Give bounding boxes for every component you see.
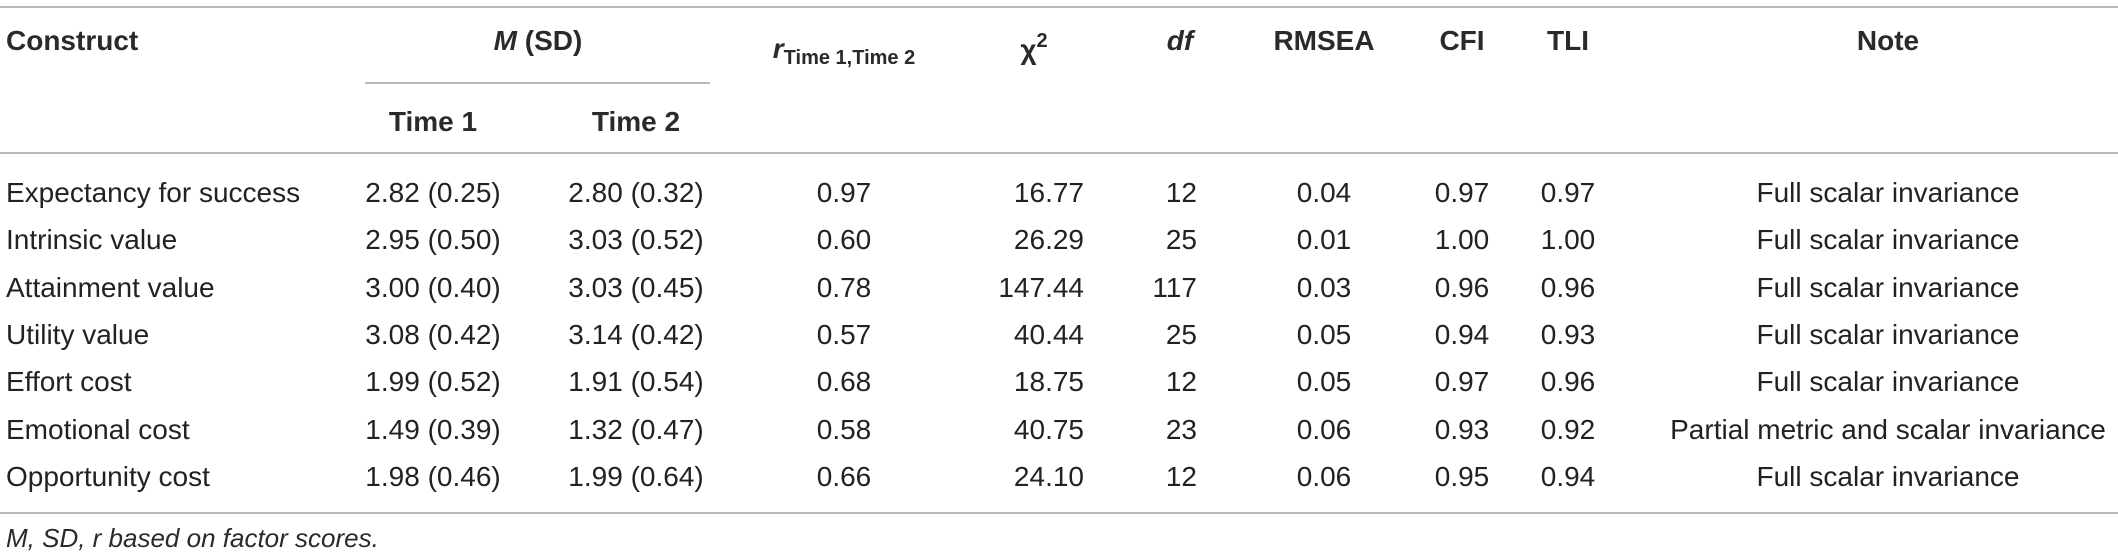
header-chi-sup: 2 [1036,30,1048,52]
cell-t1: 1.99 (0.52) [365,366,501,397]
cell-r: 0.97 [816,177,872,208]
cell-df: 25 [1165,319,1197,350]
header-tli: TLI [1547,25,1589,56]
cell-rmsea: 0.03 [1296,272,1352,303]
cell-t2: 3.14 (0.42) [568,319,704,350]
msd-rule [365,82,710,84]
cell-chi2: 40.75 [1013,414,1084,445]
cell-r: 0.57 [816,319,872,350]
cell-rmsea: 0.01 [1296,224,1352,255]
cell-rmsea: 0.05 [1296,366,1352,397]
cell-construct: Opportunity cost [6,461,210,492]
cell-tli: 1.00 [1540,224,1596,255]
header-msd-sd: (SD) [524,25,583,56]
cell-chi2: 147.44 [998,272,1084,303]
top-rule [0,6,2118,8]
cell-chi2: 40.44 [1013,319,1084,350]
cell-note: Full scalar invariance [1756,272,2020,303]
cell-df: 12 [1165,177,1197,208]
cell-note: Full scalar invariance [1756,366,2020,397]
cell-t1: 3.08 (0.42) [365,319,501,350]
cell-cfi: 1.00 [1434,224,1490,255]
cell-df: 117 [1152,272,1197,303]
cell-tli: 0.94 [1540,461,1596,492]
cell-t1: 2.82 (0.25) [365,177,501,208]
bottom-rule [0,512,2118,514]
cell-chi2: 26.29 [1013,224,1084,255]
cell-rmsea: 0.06 [1296,461,1352,492]
header-r-sub: Time 1,Time 2 [783,47,916,69]
cell-note: Partial metric and scalar invariance [1670,414,2106,445]
header-time2: Time 2 [591,106,681,137]
cell-t1: 1.98 (0.46) [365,461,501,492]
cell-construct: Utility value [6,319,150,350]
cell-cfi: 0.96 [1434,272,1490,303]
cell-df: 12 [1165,366,1197,397]
cell-construct: Intrinsic value [6,224,178,255]
cell-rmsea: 0.06 [1296,414,1352,445]
cell-chi2: 16.77 [1013,177,1084,208]
cell-t2: 3.03 (0.52) [568,224,704,255]
cell-r: 0.58 [816,414,872,445]
header-df: df [1166,25,1194,56]
header-r-symbol: r [772,33,784,64]
cell-construct: Emotional cost [6,414,190,445]
cell-cfi: 0.94 [1434,319,1490,350]
header-r: rTime 1,Time 2 [773,32,915,75]
cell-t2: 1.91 (0.54) [568,366,704,397]
header-msd-m: M [493,25,517,56]
cell-t1: 1.49 (0.39) [365,414,501,445]
cell-note: Full scalar invariance [1756,224,2020,255]
header-cfi: CFI [1439,25,1485,56]
cell-t1: 3.00 (0.40) [365,272,501,303]
cell-r: 0.60 [816,224,872,255]
cell-construct: Attainment value [6,272,215,303]
cell-r: 0.78 [816,272,872,303]
cell-note: Full scalar invariance [1756,177,2020,208]
cell-tli: 0.93 [1540,319,1596,350]
header-chi2: χ2 [1020,24,1047,67]
cell-chi2: 18.75 [1013,366,1084,397]
table-footnote: M, SD, r based on factor scores. [6,523,379,553]
header-msd: M (SD) [494,24,583,58]
cell-t2: 1.99 (0.64) [568,461,704,492]
cell-df: 25 [1165,224,1197,255]
cell-cfi: 0.95 [1434,461,1490,492]
cell-tli: 0.96 [1540,366,1596,397]
header-construct: Construct [6,25,139,56]
cell-construct: Expectancy for success [6,177,301,208]
cell-t2: 3.03 (0.45) [568,272,704,303]
cell-tli: 0.96 [1540,272,1596,303]
header-chi-symbol: χ [1020,34,1037,65]
cell-construct: Effort cost [6,366,132,397]
cell-chi2: 24.10 [1013,461,1084,492]
cell-tli: 0.97 [1540,177,1596,208]
cell-rmsea: 0.05 [1296,319,1352,350]
cell-cfi: 0.93 [1434,414,1490,445]
cell-cfi: 0.97 [1434,366,1490,397]
cell-cfi: 0.97 [1434,177,1490,208]
cell-df: 12 [1165,461,1197,492]
cell-t2: 2.80 (0.32) [568,177,704,208]
header-time1: Time 1 [388,106,478,137]
header-rmsea: RMSEA [1273,25,1375,56]
cell-r: 0.66 [816,461,872,492]
cell-rmsea: 0.04 [1296,177,1352,208]
cell-df: 23 [1165,414,1197,445]
cell-note: Full scalar invariance [1756,319,2020,350]
cell-t2: 1.32 (0.47) [568,414,704,445]
header-rule [0,152,2118,154]
cell-tli: 0.92 [1540,414,1596,445]
cell-note: Full scalar invariance [1756,461,2020,492]
cell-t1: 2.95 (0.50) [365,224,501,255]
cell-r: 0.68 [816,366,872,397]
header-note: Note [1856,25,1920,56]
